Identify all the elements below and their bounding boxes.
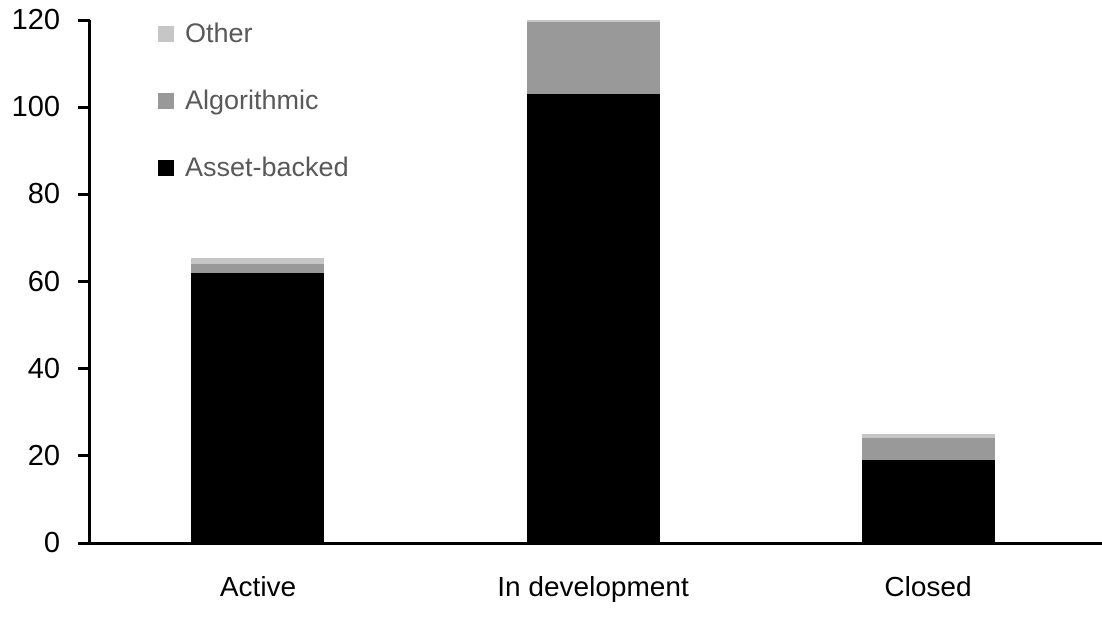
y-tick-100 — [78, 105, 90, 109]
y-tick-label-40: 40 — [27, 352, 60, 385]
y-tick-40 — [78, 367, 90, 371]
bar-segment-closed-other — [862, 434, 995, 439]
bar-segment-in-development-other — [527, 20, 660, 23]
bar-segment-active-asset-backed — [191, 272, 324, 543]
y-tick-label-80: 80 — [27, 178, 60, 211]
y-tick-label-100: 100 — [11, 91, 60, 124]
legend-label-other: Other — [185, 18, 253, 48]
legend-label-asset-backed: Asset-backed — [185, 152, 349, 182]
legend-swatch-asset-backed — [158, 159, 174, 176]
x-category-label-closed: Closed — [884, 571, 972, 602]
bar-segment-in-development-algorithmic — [527, 22, 660, 95]
x-category-label-active: Active — [219, 571, 297, 602]
legend-swatch-algorithmic — [158, 92, 174, 109]
x-axis-line — [78, 542, 1102, 545]
legend-swatch-other — [158, 25, 174, 42]
x-category-label-in-development: In development — [497, 571, 689, 602]
legend-label-algorithmic: Algorithmic — [185, 85, 319, 115]
bar-segment-closed-algorithmic — [862, 438, 995, 461]
bar-segment-in-development-asset-backed — [527, 94, 660, 543]
legend: Other Algorithmic Asset-backed — [158, 20, 349, 221]
legend-item-other: Other — [158, 20, 349, 47]
bar-segment-active-algorithmic — [191, 264, 324, 273]
y-tick-80 — [78, 192, 90, 196]
y-tick-label-60: 60 — [27, 265, 60, 298]
legend-item-asset-backed: Asset-backed — [158, 154, 349, 181]
y-tick-120 — [78, 18, 90, 22]
y-tick-label-0: 0 — [43, 527, 60, 559]
y-tick-label-120: 120 — [11, 4, 60, 36]
y-tick-60 — [78, 280, 90, 283]
y-tick-label-20: 20 — [27, 439, 60, 472]
y-tick-20 — [78, 454, 90, 458]
bar-segment-active-other — [191, 257, 324, 265]
legend-item-algorithmic: Algorithmic — [158, 87, 349, 114]
bar-segment-closed-asset-backed — [862, 460, 995, 543]
